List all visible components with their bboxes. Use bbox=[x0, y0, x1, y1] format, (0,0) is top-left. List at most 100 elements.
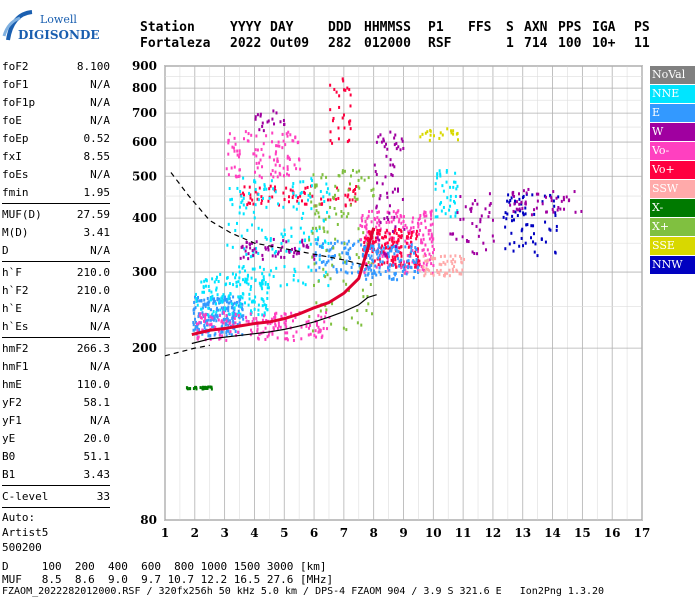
echo-point bbox=[315, 204, 318, 208]
echo-point bbox=[239, 305, 242, 309]
echo-point bbox=[520, 236, 523, 240]
parameter-separator bbox=[2, 337, 110, 338]
echo-point bbox=[442, 261, 445, 265]
legend-item: SSW bbox=[650, 180, 695, 198]
parameter-value: N/A bbox=[90, 360, 110, 373]
echo-point bbox=[422, 233, 425, 237]
echo-point bbox=[273, 122, 276, 126]
echo-point bbox=[271, 332, 274, 336]
echo-point bbox=[415, 253, 418, 257]
echo-point bbox=[393, 240, 396, 244]
echo-point bbox=[214, 332, 217, 336]
echo-point bbox=[416, 255, 419, 259]
echo-point bbox=[396, 215, 399, 219]
echo-point bbox=[527, 187, 530, 191]
echo-point bbox=[317, 330, 320, 334]
echo-point bbox=[362, 295, 365, 299]
echo-point bbox=[267, 246, 270, 250]
echo-point bbox=[228, 187, 231, 191]
echo-point bbox=[375, 140, 378, 144]
echo-point bbox=[274, 254, 277, 258]
y-tick-label: 700 bbox=[132, 106, 157, 120]
echo-point bbox=[282, 239, 285, 243]
echo-point bbox=[205, 319, 208, 323]
echo-point bbox=[351, 271, 354, 275]
echo-point bbox=[541, 202, 544, 206]
echo-point bbox=[438, 169, 441, 173]
echo-point bbox=[203, 319, 206, 323]
trace-line bbox=[170, 172, 368, 267]
echo-point bbox=[412, 229, 415, 233]
echo-point bbox=[302, 244, 305, 248]
echo-point bbox=[264, 337, 267, 341]
echo-point bbox=[302, 211, 305, 215]
header-label: FFS bbox=[468, 20, 492, 35]
echo-point bbox=[347, 193, 350, 197]
echo-point bbox=[318, 215, 321, 219]
echo-point bbox=[269, 322, 272, 326]
echo-point bbox=[295, 252, 298, 256]
echo-point bbox=[231, 145, 234, 149]
echo-point bbox=[210, 385, 213, 389]
echo-point bbox=[360, 216, 363, 220]
echo-point bbox=[225, 338, 228, 342]
x-tick-label: 2 bbox=[191, 526, 199, 540]
parameter-name: D bbox=[2, 244, 9, 257]
echo-point bbox=[264, 326, 267, 330]
echo-point bbox=[215, 288, 218, 292]
echo-point bbox=[315, 268, 318, 272]
y-tick-label: 800 bbox=[132, 81, 157, 95]
echo-point bbox=[324, 217, 327, 221]
y-tick-label: 900 bbox=[132, 59, 157, 73]
echo-point bbox=[424, 272, 427, 276]
echo-point bbox=[324, 315, 327, 319]
echo-point bbox=[232, 319, 235, 323]
echo-point bbox=[241, 308, 244, 312]
parameter-name: MUF(D) bbox=[2, 208, 42, 221]
echo-point bbox=[228, 297, 231, 301]
echo-point bbox=[378, 258, 381, 262]
echo-point bbox=[254, 115, 257, 119]
echo-point bbox=[346, 271, 349, 275]
echo-point bbox=[344, 260, 347, 264]
echo-point bbox=[408, 265, 411, 269]
echo-point bbox=[368, 263, 371, 267]
echo-point bbox=[227, 141, 230, 145]
echo-point bbox=[368, 210, 371, 214]
echo-point bbox=[426, 130, 429, 134]
echo-point bbox=[397, 257, 400, 261]
echo-point bbox=[342, 261, 345, 265]
echo-point bbox=[259, 265, 262, 269]
echo-point bbox=[217, 308, 220, 312]
echo-point bbox=[393, 252, 396, 256]
echo-point bbox=[377, 210, 380, 214]
echo-point bbox=[388, 249, 391, 253]
echo-point bbox=[256, 166, 259, 170]
echo-point bbox=[377, 263, 380, 267]
echo-point bbox=[471, 202, 474, 206]
echo-point bbox=[402, 225, 405, 229]
echo-point bbox=[442, 205, 445, 209]
echo-point bbox=[278, 144, 281, 148]
echo-point bbox=[459, 218, 462, 222]
echo-point bbox=[346, 140, 349, 144]
echo-point bbox=[394, 247, 397, 251]
echo-point bbox=[271, 195, 274, 199]
echo-point bbox=[392, 242, 395, 246]
echo-point bbox=[378, 266, 381, 270]
echo-point bbox=[289, 133, 292, 137]
legend-item: SSE bbox=[650, 237, 695, 255]
echo-point bbox=[394, 271, 397, 275]
echo-point bbox=[262, 142, 265, 146]
echo-point bbox=[227, 323, 230, 327]
echo-point bbox=[305, 202, 308, 206]
echo-point bbox=[554, 213, 557, 217]
echo-point bbox=[287, 239, 290, 243]
echo-point bbox=[255, 154, 258, 158]
echo-point bbox=[212, 310, 215, 314]
echo-point bbox=[298, 247, 301, 251]
echo-point bbox=[395, 265, 398, 269]
echo-point bbox=[424, 270, 427, 274]
echo-point bbox=[450, 131, 453, 135]
echo-point bbox=[314, 212, 317, 216]
